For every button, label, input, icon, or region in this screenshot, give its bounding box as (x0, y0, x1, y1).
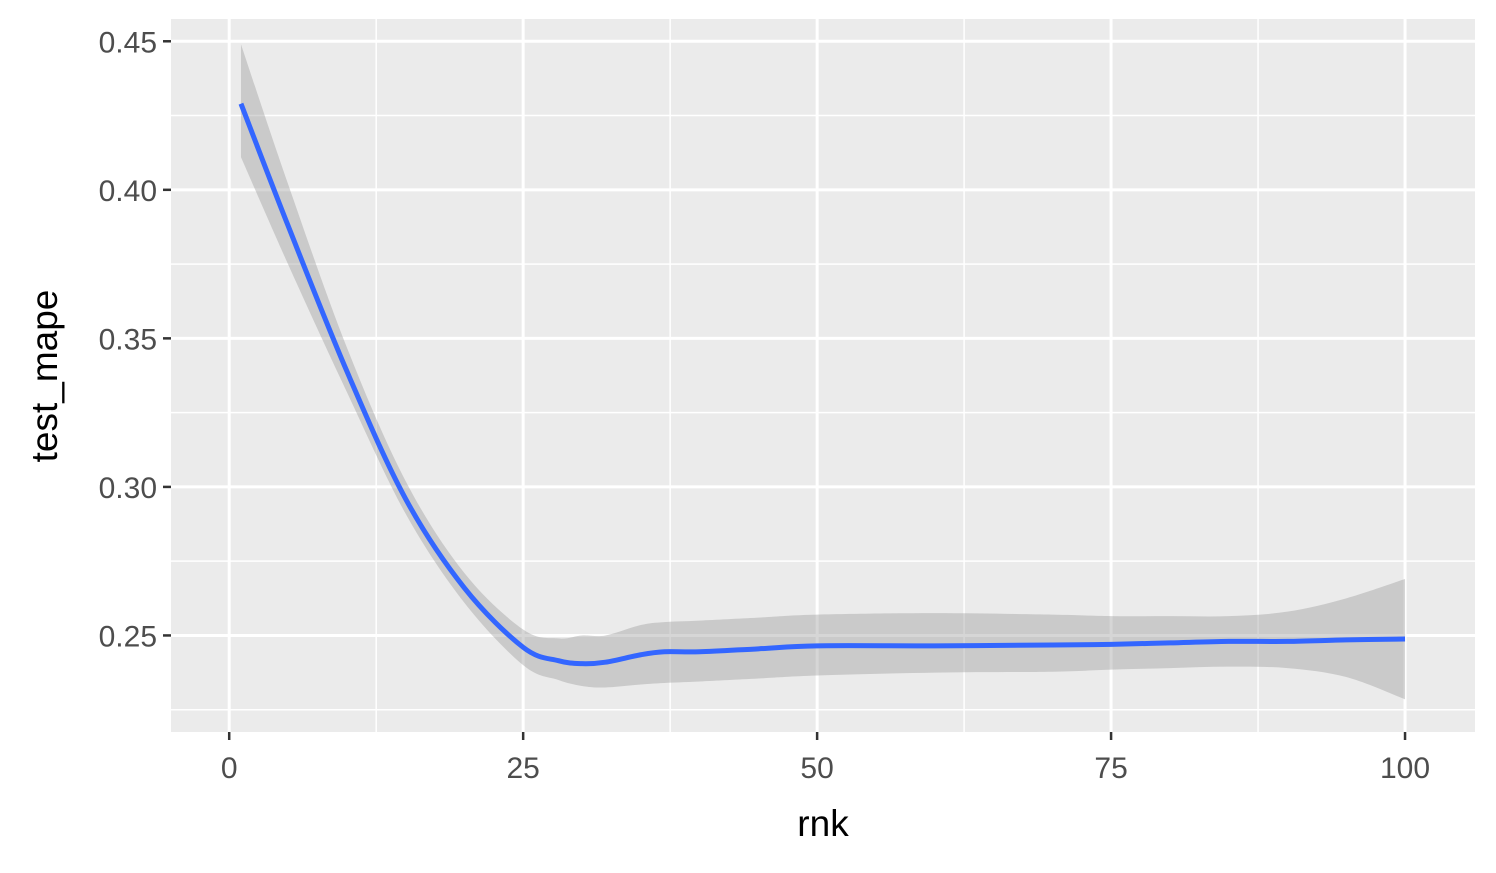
x-tick-label: 25 (506, 752, 539, 785)
x-tick-label: 75 (1094, 752, 1127, 785)
x-axis: 0 25 50 75 100 (221, 732, 1430, 785)
x-axis-title: rnk (797, 803, 849, 844)
minor-gridlines (171, 19, 1475, 732)
y-axis: 0.25 0.30 0.35 0.40 0.45 (99, 26, 171, 653)
y-axis-title: test_mape (24, 290, 65, 463)
y-tick-label: 0.45 (99, 26, 157, 59)
y-tick-label: 0.35 (99, 323, 157, 356)
x-tick-label: 0 (221, 752, 238, 785)
y-tick-label: 0.25 (99, 620, 157, 653)
confidence-ribbon (240, 44, 1406, 700)
y-tick-label: 0.40 (99, 175, 157, 208)
smooth-line (238, 102, 1406, 667)
y-tick-label: 0.30 (99, 472, 157, 505)
x-tick-label: 100 (1380, 752, 1430, 785)
major-gridlines (171, 19, 1475, 732)
x-tick-label: 50 (800, 752, 833, 785)
